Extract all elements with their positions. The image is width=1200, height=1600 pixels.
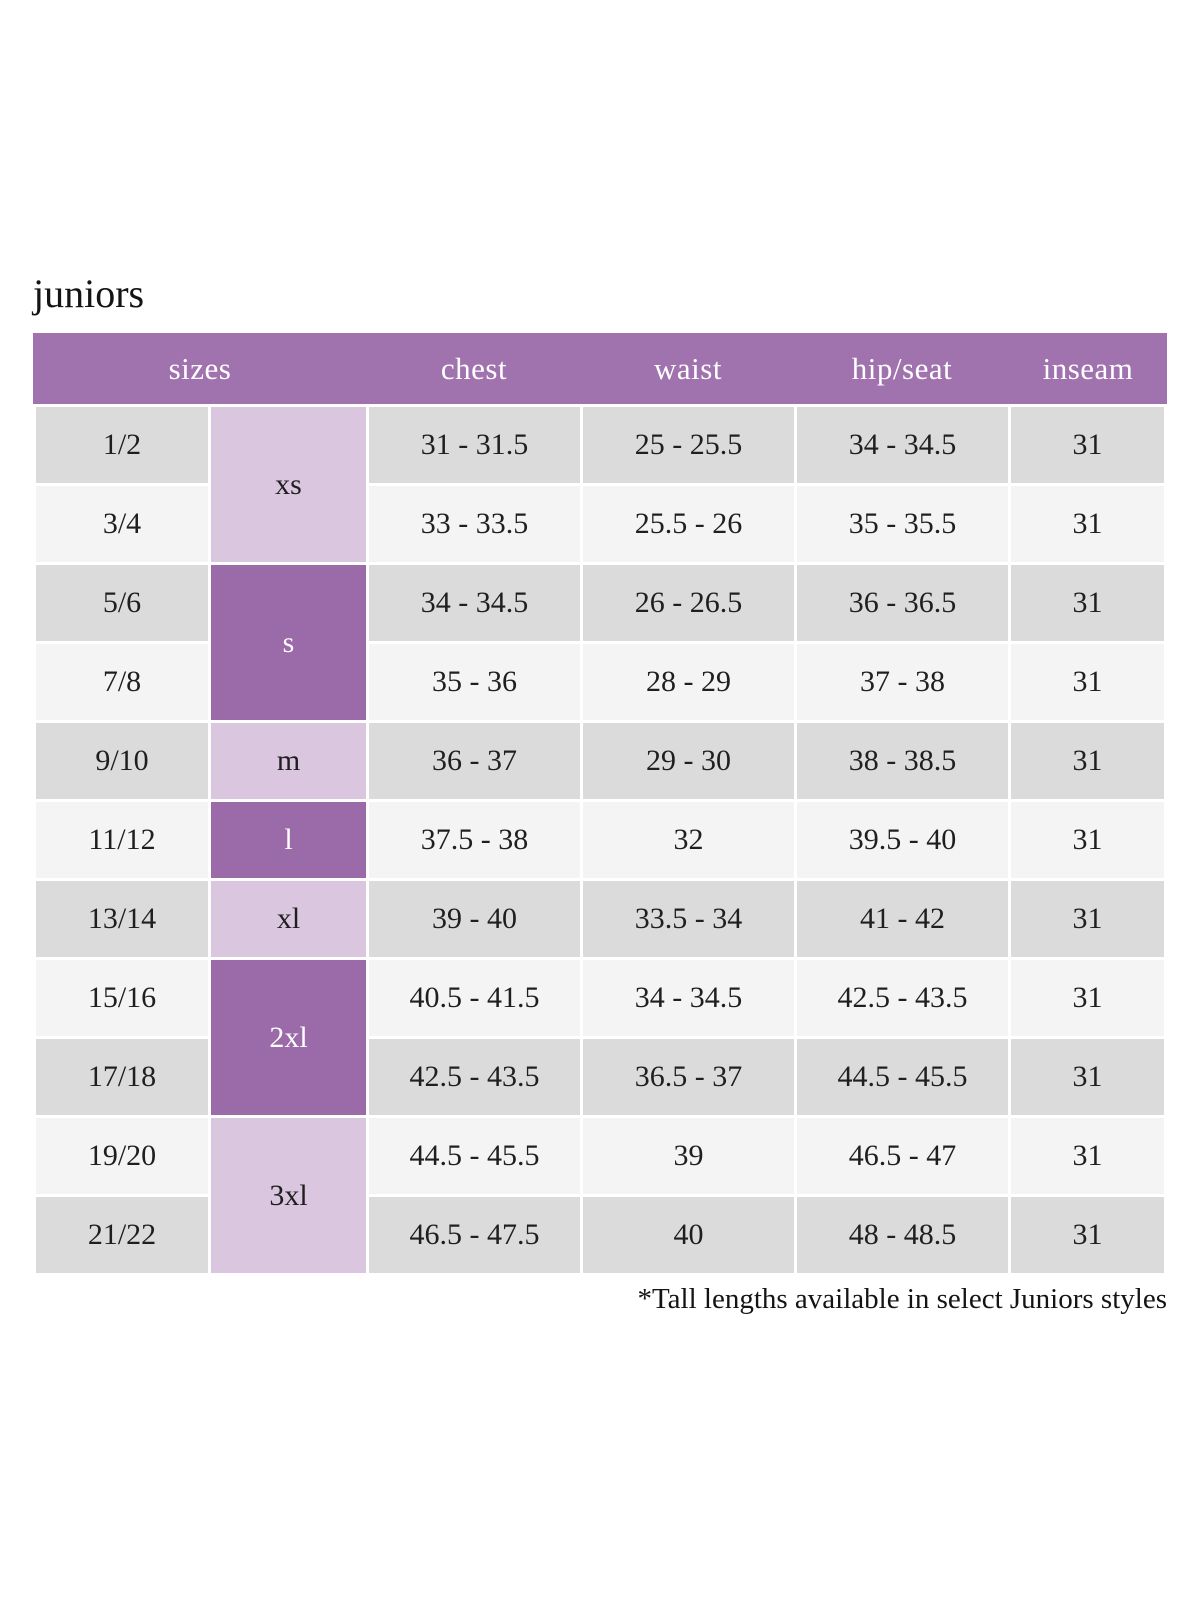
inseam-cell: 31: [1011, 723, 1164, 799]
table-row: 5/6 s 34 - 34.5 26 - 26.5 36 - 36.5 31: [36, 565, 1164, 720]
size-number-cell: 21/22: [36, 1197, 208, 1273]
inseam-cell: 31: [1011, 881, 1164, 957]
chest-cell: 44.5 - 45.5: [369, 1118, 580, 1194]
inseam-cell: 31: [1011, 1039, 1164, 1115]
table-row: 15/16 2xl 40.5 - 41.5 34 - 34.5 42.5 - 4…: [36, 960, 1164, 1115]
column-header-sizes: sizes: [168, 350, 232, 386]
table-body: 1/2 xs 31 - 31.5 25 - 25.5 34 - 34.5 31 …: [33, 404, 1167, 1276]
waist-cell: 40: [583, 1197, 794, 1273]
chest-cell: 33 - 33.5: [369, 486, 580, 562]
table-row: 17/18 42.5 - 43.5 36.5 - 37 44.5 - 45.5 …: [36, 1039, 1164, 1115]
table-row: 21/22 46.5 - 47.5 40 48 - 48.5 31: [36, 1197, 1164, 1273]
hip-seat-cell: 36 - 36.5: [797, 565, 1008, 641]
chest-cell: 31 - 31.5: [369, 407, 580, 483]
waist-cell: 32: [583, 802, 794, 878]
hip-seat-cell: 34 - 34.5: [797, 407, 1008, 483]
waist-cell: 25 - 25.5: [583, 407, 794, 483]
hip-seat-cell: 44.5 - 45.5: [797, 1039, 1008, 1115]
hip-seat-cell: 46.5 - 47: [797, 1118, 1008, 1194]
hip-seat-cell: 42.5 - 43.5: [797, 960, 1008, 1036]
size-letter-cell-xs: xs: [211, 407, 366, 562]
size-number-cell: 3/4: [36, 486, 208, 562]
table-row: 13/14 xl 39 - 40 33.5 - 34 41 - 42 31: [36, 881, 1164, 957]
size-number-cell: 15/16: [36, 960, 208, 1036]
size-number-cell: 5/6: [36, 565, 208, 641]
chest-cell: 39 - 40: [369, 881, 580, 957]
size-letter-cell-m: m: [211, 723, 366, 799]
size-letter-cell-3xl: 3xl: [211, 1118, 366, 1273]
waist-cell: 36.5 - 37: [583, 1039, 794, 1115]
size-letter-cell-s: s: [211, 565, 366, 720]
column-header-waist: waist: [654, 350, 722, 386]
table-header-row: sizes chest waist hip/seat inseam: [33, 333, 1167, 404]
chest-cell: 35 - 36: [369, 644, 580, 720]
page-title: juniors: [33, 271, 145, 316]
table-row: 3/4 33 - 33.5 25.5 - 26 35 - 35.5 31: [36, 486, 1164, 562]
chest-cell: 46.5 - 47.5: [369, 1197, 580, 1273]
table-row: 11/12 l 37.5 - 38 32 39.5 - 40 31: [36, 802, 1164, 878]
size-number-cell: 19/20: [36, 1118, 208, 1194]
hip-seat-cell: 41 - 42: [797, 881, 1008, 957]
chest-cell: 42.5 - 43.5: [369, 1039, 580, 1115]
size-number-cell: 1/2: [36, 407, 208, 483]
waist-cell: 26 - 26.5: [583, 565, 794, 641]
size-number-cell: 9/10: [36, 723, 208, 799]
column-header-hip-seat: hip/seat: [851, 350, 953, 386]
hip-seat-cell: 37 - 38: [797, 644, 1008, 720]
hip-seat-cell: 48 - 48.5: [797, 1197, 1008, 1273]
waist-cell: 28 - 29: [583, 644, 794, 720]
hip-seat-cell: 38 - 38.5: [797, 723, 1008, 799]
hip-seat-cell: 35 - 35.5: [797, 486, 1008, 562]
column-header-chest: chest: [440, 350, 508, 386]
column-header-inseam: inseam: [1042, 350, 1134, 386]
chest-cell: 34 - 34.5: [369, 565, 580, 641]
table-row: 9/10 m 36 - 37 29 - 30 38 - 38.5 31: [36, 723, 1164, 799]
footnote: *Tall lengths available in select Junior…: [637, 1283, 1167, 1315]
waist-cell: 25.5 - 26: [583, 486, 794, 562]
chest-cell: 36 - 37: [369, 723, 580, 799]
waist-cell: 33.5 - 34: [583, 881, 794, 957]
inseam-cell: 31: [1011, 802, 1164, 878]
inseam-cell: 31: [1011, 1118, 1164, 1194]
waist-cell: 34 - 34.5: [583, 960, 794, 1036]
size-number-cell: 7/8: [36, 644, 208, 720]
chest-cell: 37.5 - 38: [369, 802, 580, 878]
juniors-size-table: sizes chest waist hip/seat inseam 1/2 xs…: [33, 333, 1167, 1316]
table-row: 1/2 xs 31 - 31.5 25 - 25.5 34 - 34.5 31: [36, 407, 1164, 562]
size-letter-cell-2xl: 2xl: [211, 960, 366, 1115]
inseam-cell: 31: [1011, 1197, 1164, 1273]
size-number-cell: 17/18: [36, 1039, 208, 1115]
inseam-cell: 31: [1011, 565, 1164, 641]
table-row: 19/20 3xl 44.5 - 45.5 39 46.5 - 47 31: [36, 1118, 1164, 1273]
table-row: 7/8 35 - 36 28 - 29 37 - 38 31: [36, 644, 1164, 720]
chest-cell: 40.5 - 41.5: [369, 960, 580, 1036]
size-letter-cell-xl: xl: [211, 881, 366, 957]
size-letter-cell-l: l: [211, 802, 366, 878]
inseam-cell: 31: [1011, 407, 1164, 483]
size-number-cell: 13/14: [36, 881, 208, 957]
inseam-cell: 31: [1011, 960, 1164, 1036]
inseam-cell: 31: [1011, 644, 1164, 720]
inseam-cell: 31: [1011, 486, 1164, 562]
waist-cell: 29 - 30: [583, 723, 794, 799]
hip-seat-cell: 39.5 - 40: [797, 802, 1008, 878]
size-number-cell: 11/12: [36, 802, 208, 878]
waist-cell: 39: [583, 1118, 794, 1194]
